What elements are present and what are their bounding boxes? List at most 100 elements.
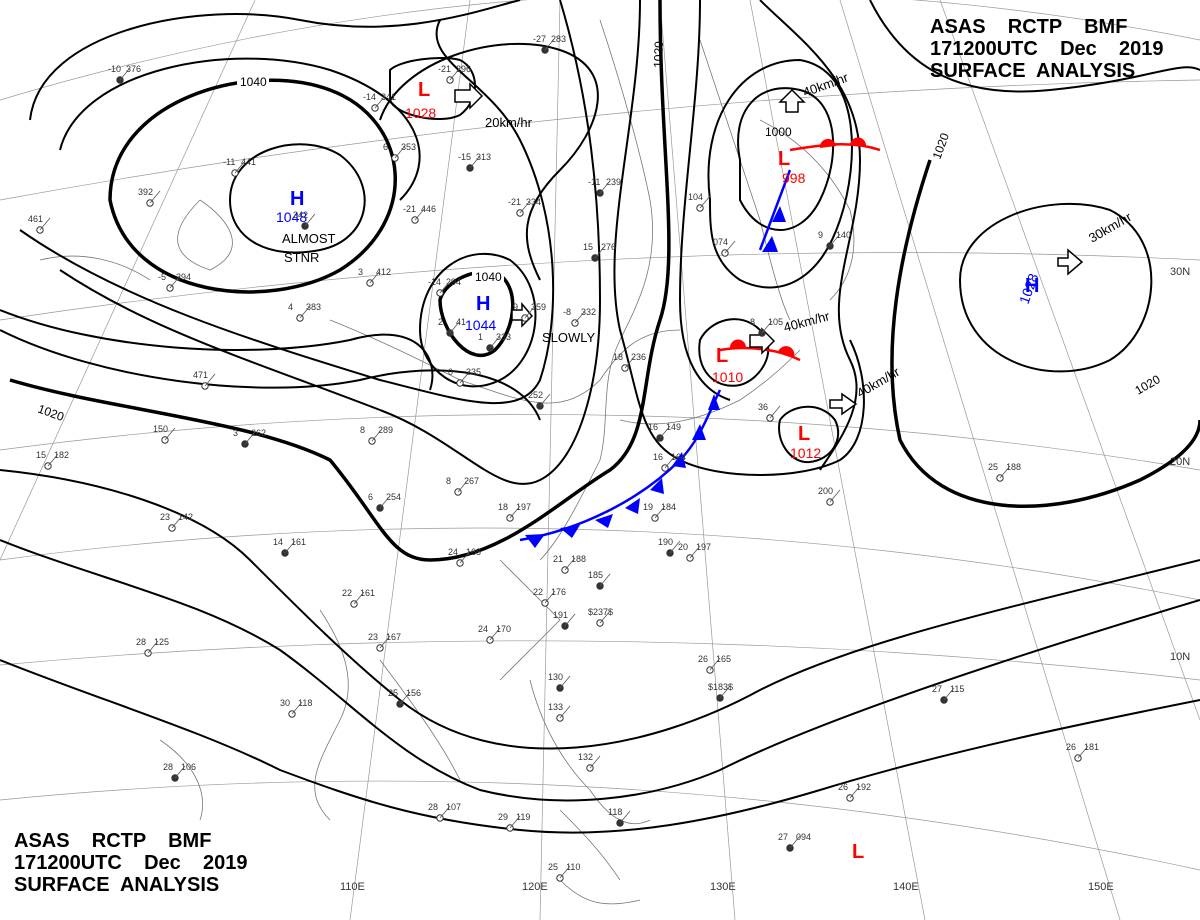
wind-barb (374, 95, 386, 109)
low-pressure-center: L (852, 841, 864, 863)
station-plot: 28 125 (136, 637, 169, 657)
station-pressure: 164 (671, 452, 686, 462)
station-temp: 28 (136, 637, 146, 647)
svg-text:STNR: STNR (284, 250, 319, 265)
station-plot: 133 (548, 702, 571, 722)
wind-barb (379, 635, 391, 649)
wind-barb (829, 489, 841, 503)
station-temp: $237$ (588, 607, 613, 617)
lon-label-140e: 140E (893, 881, 919, 893)
svg-text:L: L (716, 345, 728, 367)
station-plot: 26 181 (1066, 742, 1099, 762)
station-plot: 191 (553, 610, 576, 630)
station-temp: 24 (448, 547, 458, 557)
station-temp: 252 (528, 390, 543, 400)
station-pressure: 192 (856, 782, 871, 792)
station-temp: 26 (838, 782, 848, 792)
station-temp: 191 (553, 610, 568, 620)
wind-barb (599, 610, 611, 624)
station-pressure: 283 (551, 34, 566, 44)
wind-barb (284, 540, 296, 554)
station-pressure: 296 (456, 64, 471, 74)
wind-barb (234, 160, 246, 174)
station-temp: -11 (223, 157, 235, 167)
isobar-1020-east (890, 159, 1200, 508)
station-plot: 190 (658, 537, 681, 557)
station-temp: -15 (458, 152, 471, 162)
station-plot: 16 149 (648, 422, 681, 442)
station-plot: 28 107 (428, 802, 461, 822)
lon-label-130e: 130E (710, 881, 736, 893)
station-temp: 15 (583, 242, 593, 252)
wind-barb (519, 200, 531, 214)
station-pressure: 094 (796, 832, 811, 842)
station-plot: -21 296 (438, 64, 471, 84)
wind-barb (564, 613, 576, 627)
wind-barb (119, 67, 131, 81)
station-temp: 8 (750, 317, 755, 327)
station-plot: 185 (588, 570, 611, 590)
wind-barb (47, 453, 59, 467)
station-temp: 104 (688, 192, 703, 202)
wind-barb (459, 370, 471, 384)
wind-barb (149, 190, 161, 204)
station-temp: 074 (713, 237, 728, 247)
station-temp: 26 (1066, 742, 1076, 752)
wind-barb (539, 393, 551, 407)
isobar-labels: 1040 1040 1020 1020 1020 1020 1000 (36, 41, 1163, 424)
station-temp: 6 (368, 492, 373, 502)
station-temp: 18 (613, 352, 623, 362)
station-temp: 8 (446, 476, 451, 486)
station-plot: 461 (28, 214, 51, 234)
station-plot: 074 (713, 237, 736, 257)
station-temp: 392 (138, 187, 153, 197)
station-plot: 132 (578, 752, 601, 772)
station-pressure: 105 (768, 317, 783, 327)
station-pressure: 125 (154, 637, 169, 647)
wind-barb (574, 310, 586, 324)
wind-barb (399, 691, 411, 705)
station-temp: 20 (678, 542, 688, 552)
station-pressure: 333 (496, 332, 511, 342)
station-temp: 30 (280, 698, 290, 708)
wind-barb (353, 591, 365, 605)
station-temp: 36 (758, 402, 768, 412)
station-pressure: 161 (291, 537, 306, 547)
station-plot: 130 (548, 672, 571, 692)
lat-label-10n: 10N (1170, 651, 1190, 663)
station-plot: 24 170 (478, 624, 511, 644)
station-plot: -14 341 (363, 92, 396, 112)
station-temp: 16 (648, 422, 658, 432)
station-plot: 26 192 (838, 782, 871, 802)
station-plot: 104 (688, 192, 711, 212)
lon-label-150e: 150E (1088, 881, 1114, 893)
station-temp: 6 (383, 142, 388, 152)
station-temp: 18 (498, 502, 508, 512)
station-pressure: 376 (126, 64, 141, 74)
station-plot: 252 (528, 390, 551, 410)
wind-barb (524, 305, 536, 319)
motion-arrows (454, 82, 1084, 416)
station-plot: 2 41 (438, 317, 466, 337)
station-pressure: 149 (666, 422, 681, 432)
station-pressure: 110 (566, 862, 580, 872)
lat-label-30n: 30N (1170, 266, 1190, 278)
isobars (0, 0, 1200, 834)
wind-barb (299, 305, 311, 319)
wind-barb (1077, 745, 1089, 759)
station-temp: 25 (548, 862, 558, 872)
station-temp: -21 (403, 204, 416, 214)
wind-barb (689, 545, 701, 559)
svg-text:L: L (778, 148, 790, 170)
wind-barb (449, 67, 461, 81)
wind-barb (699, 195, 711, 209)
wind-barb (509, 815, 521, 829)
station-plot: 118 (608, 807, 631, 827)
wind-barb (589, 755, 601, 769)
svg-text:998: 998 (782, 170, 806, 186)
svg-text:L: L (418, 79, 430, 101)
isobar-label: 1020 (651, 41, 666, 68)
station-temp: 25 (988, 462, 998, 472)
station-pressure: 107 (446, 802, 461, 812)
